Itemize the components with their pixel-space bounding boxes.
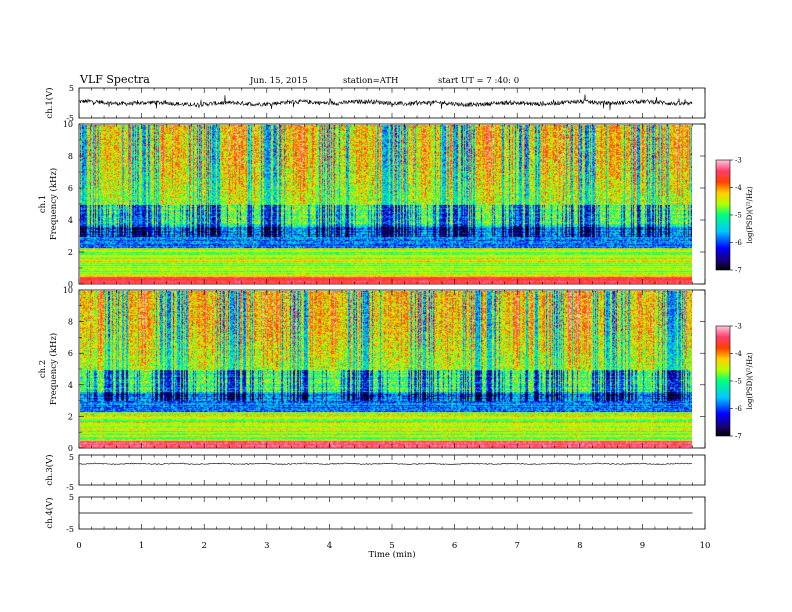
colorbar-tick-label--4: -4 — [735, 350, 742, 358]
ch3-time-ticks — [78, 455, 706, 485]
colorbar-tick-label--4: -4 — [735, 184, 742, 192]
ch2-spectrogram-image — [79, 290, 692, 448]
ch2-spectrogram-xticks — [78, 290, 706, 448]
time-axis-tick-4: 4 — [327, 541, 332, 551]
ch2-spectrogram-ylabel-frequency: Frequency (kHz) — [48, 333, 59, 405]
colorbar-tick-label--5: -5 — [735, 212, 742, 220]
ch4-ylabel: ch.4(V) — [44, 497, 55, 528]
freq-tick-label-10: 10 — [63, 120, 73, 129]
time-axis-tick-10: 10 — [700, 541, 711, 551]
ch1-colorbar-ramp — [715, 159, 731, 271]
ch4-time-ticks — [78, 497, 706, 529]
freq-tick-label-6: 6 — [68, 349, 73, 358]
time-axis-tick-6: 6 — [452, 541, 457, 551]
ch1-colorbar-label: log(PSD)(V²/Hz) — [746, 186, 754, 243]
colorbar-tick-label--5: -5 — [735, 378, 742, 386]
ch1-colorbar: -3 -4 -5 -6 -7 log(PSD)(V²/Hz) — [715, 157, 754, 275]
time-axis-tick-labels: 0 1 2 3 4 5 6 7 8 9 10 — [76, 541, 710, 551]
ch2-colorbar-ticks: -3 -4 -5 -6 -7 — [730, 323, 742, 441]
start-time-label: start UT = 7 :40: 0 — [438, 76, 519, 86]
ch2-spectrogram-panel: 0 2 4 6 8 10 ch.2 Frequency (kHz) -3 -4 -5 -6 -7 … — [38, 286, 754, 453]
time-axis-tick-8: 8 — [577, 541, 582, 551]
ch1-ytick-bottom: -5 — [66, 114, 74, 123]
freq-tick-label-6: 6 — [68, 184, 73, 193]
ch1-ytick-top: 5 — [69, 84, 74, 93]
ch2-colorbar-ramp — [715, 325, 731, 437]
ch1-spectrogram-ylabel-channel: ch.1 — [38, 195, 48, 213]
ch2-spectrogram-yticks: 0 2 4 6 8 10 — [63, 286, 705, 453]
ch1-spectrogram-image — [79, 124, 692, 284]
ch1-colorbar-ticks: -3 -4 -5 -6 -7 — [730, 157, 742, 275]
freq-tick-label-2: 2 — [68, 412, 73, 421]
colorbar-tick-label--7: -7 — [735, 267, 742, 275]
time-axis-tick-5: 5 — [389, 541, 394, 551]
ch3-ylabel: ch.3(V) — [44, 454, 55, 485]
colorbar-tick-label--7: -7 — [735, 433, 742, 441]
time-axis-tick-9: 9 — [640, 541, 645, 551]
date-label: Jun. 15, 2015 — [249, 76, 308, 86]
ch2-colorbar-label: log(PSD)(V²/Hz) — [746, 352, 754, 409]
ch1-ylabel: ch.1(V) — [44, 87, 55, 118]
ch1-spectrogram-panel: 0 2 4 6 8 10 ch.1 Frequency (kHz) -3 -4 -5 -6 -7 … — [38, 120, 754, 289]
figure-header: VLF Spectra Jun. 15, 2015 station=ATH st… — [79, 73, 519, 86]
freq-tick-label-10: 10 — [63, 286, 73, 295]
freq-tick-label-0: 0 — [68, 280, 73, 289]
freq-tick-label-4: 4 — [68, 216, 73, 225]
ch3-waveform-panel: 5 -5 ch.3(V) — [44, 453, 706, 492]
freq-tick-label-2: 2 — [68, 248, 73, 257]
figure-title: VLF Spectra — [79, 73, 150, 86]
time-axis-tick-0: 0 — [76, 541, 81, 551]
ch1-waveform-panel: 5 -5 ch.1(V) — [44, 84, 706, 123]
ch4-ytick-top: 5 — [69, 493, 74, 502]
ch2-colorbar: -3 -4 -5 -6 -7 log(PSD)(V²/Hz) — [715, 323, 754, 441]
time-axis-tick-7: 7 — [514, 541, 519, 551]
colorbar-tick-label--3: -3 — [735, 157, 742, 165]
colorbar-tick-label--3: -3 — [735, 323, 742, 331]
station-label: station=ATH — [343, 76, 398, 86]
ch3-ytick-bottom: -5 — [66, 483, 74, 492]
ch1-spectrogram-ylabel-frequency: Frequency (kHz) — [48, 168, 59, 240]
ch3-ytick-top: 5 — [69, 453, 74, 462]
time-axis-label: Time (min) — [368, 549, 415, 560]
ch2-spectrogram-ylabel-channel: ch.2 — [38, 360, 48, 378]
ch1-spectrogram-xticks — [78, 124, 706, 284]
time-axis-tick-2: 2 — [201, 541, 206, 551]
ch1-waveform-trace — [79, 94, 693, 111]
freq-tick-label-4: 4 — [68, 381, 73, 390]
ch1-time-ticks — [78, 88, 706, 118]
colorbar-tick-label--6: -6 — [735, 405, 742, 413]
ch1-spectrogram-yticks: 0 2 4 6 8 10 — [63, 120, 705, 289]
freq-tick-label-8: 8 — [68, 318, 73, 327]
freq-tick-label-8: 8 — [68, 152, 73, 161]
ch3-waveform-trace — [79, 462, 693, 466]
colorbar-tick-label--6: -6 — [735, 239, 742, 247]
ch4-waveform-panel: 5 -5 ch.4(V) — [44, 493, 706, 534]
freq-tick-label-0: 0 — [68, 444, 73, 453]
time-axis-tick-1: 1 — [139, 541, 144, 551]
ch4-ytick-bottom: -5 — [66, 525, 74, 534]
time-axis-tick-3: 3 — [264, 541, 269, 551]
